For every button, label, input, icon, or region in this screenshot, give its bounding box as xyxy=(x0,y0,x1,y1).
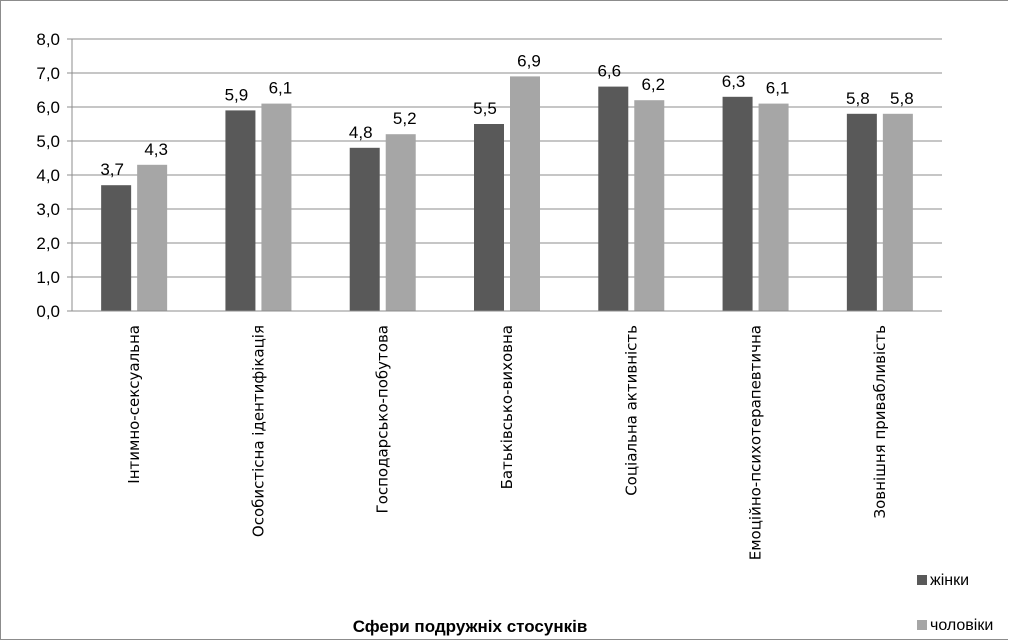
category-label: Інтимно-сексуальна xyxy=(125,325,143,484)
data-label: 5,9 xyxy=(225,85,249,104)
gridlines xyxy=(67,38,942,312)
data-label: 6,2 xyxy=(641,75,665,94)
data-label: 6,1 xyxy=(269,79,293,98)
data-label: 5,2 xyxy=(393,109,417,128)
bar-men xyxy=(385,134,416,311)
data-label: 6,1 xyxy=(766,79,790,98)
data-label: 6,6 xyxy=(597,62,621,81)
data-label: 6,9 xyxy=(517,51,541,70)
x-axis-title: Сфери подружніх стосунків xyxy=(353,617,588,636)
y-tick-labels: 0,0 1,0 2,0 3,0 4,0 5,0 6,0 7,0 8,0 xyxy=(36,30,60,321)
y-tick-label: 3,0 xyxy=(36,200,60,219)
data-label: 5,8 xyxy=(890,89,914,108)
data-label: 5,8 xyxy=(846,89,870,108)
y-tick-label: 6,0 xyxy=(36,98,60,117)
bar-men xyxy=(137,164,168,311)
y-tick-label: 0,0 xyxy=(36,302,60,321)
y-tick-label: 7,0 xyxy=(36,64,60,83)
bar-men xyxy=(510,76,540,312)
y-tick-label: 2,0 xyxy=(36,234,60,253)
legend-label: жінки xyxy=(930,572,969,589)
bars xyxy=(101,76,913,312)
axes xyxy=(71,39,942,312)
bar-women xyxy=(474,124,504,311)
y-tick-label: 1,0 xyxy=(36,268,60,287)
y-tick-label: 5,0 xyxy=(36,132,60,151)
category-label: Зовнішня привабливість xyxy=(871,325,889,518)
bar-women xyxy=(846,113,877,311)
legend-swatch xyxy=(917,575,927,585)
bar-men xyxy=(261,103,292,311)
legend-swatch xyxy=(917,620,927,630)
category-label: Батьківсько-виховна xyxy=(498,325,516,489)
category-label: Емоційно-психотерапевтична xyxy=(747,325,765,560)
y-tick-label: 8,0 xyxy=(36,30,60,49)
bar-women xyxy=(598,86,629,311)
bar-women xyxy=(722,96,753,311)
bar-men xyxy=(758,103,789,311)
bar-women xyxy=(225,110,256,312)
category-label: Особистісна ідентифікація xyxy=(249,325,267,537)
bar-women xyxy=(101,185,132,311)
legend: жінки чоловіки xyxy=(917,572,993,634)
bar-women xyxy=(349,147,380,311)
bar-men xyxy=(882,113,913,311)
category-labels: Інтимно-сексуальна Особистісна ідентифіка… xyxy=(125,325,889,560)
data-label: 3,7 xyxy=(100,160,124,179)
y-tick-label: 4,0 xyxy=(36,166,60,185)
data-label: 4,3 xyxy=(144,140,168,159)
bar-men xyxy=(634,100,665,311)
data-label: 6,3 xyxy=(722,72,746,91)
category-label: Господарсько-побутова xyxy=(374,325,392,513)
legend-label: чоловіки xyxy=(930,617,993,634)
category-label: Соціальна активність xyxy=(622,325,640,496)
data-label: 4,8 xyxy=(349,123,373,142)
data-labels: 3,7 4,3 5,9 6,1 4,8 5,2 5,5 6,9 6,6 6,2 6,3 6,1 5,8 5… xyxy=(100,51,913,179)
data-label: 5,5 xyxy=(473,99,497,118)
